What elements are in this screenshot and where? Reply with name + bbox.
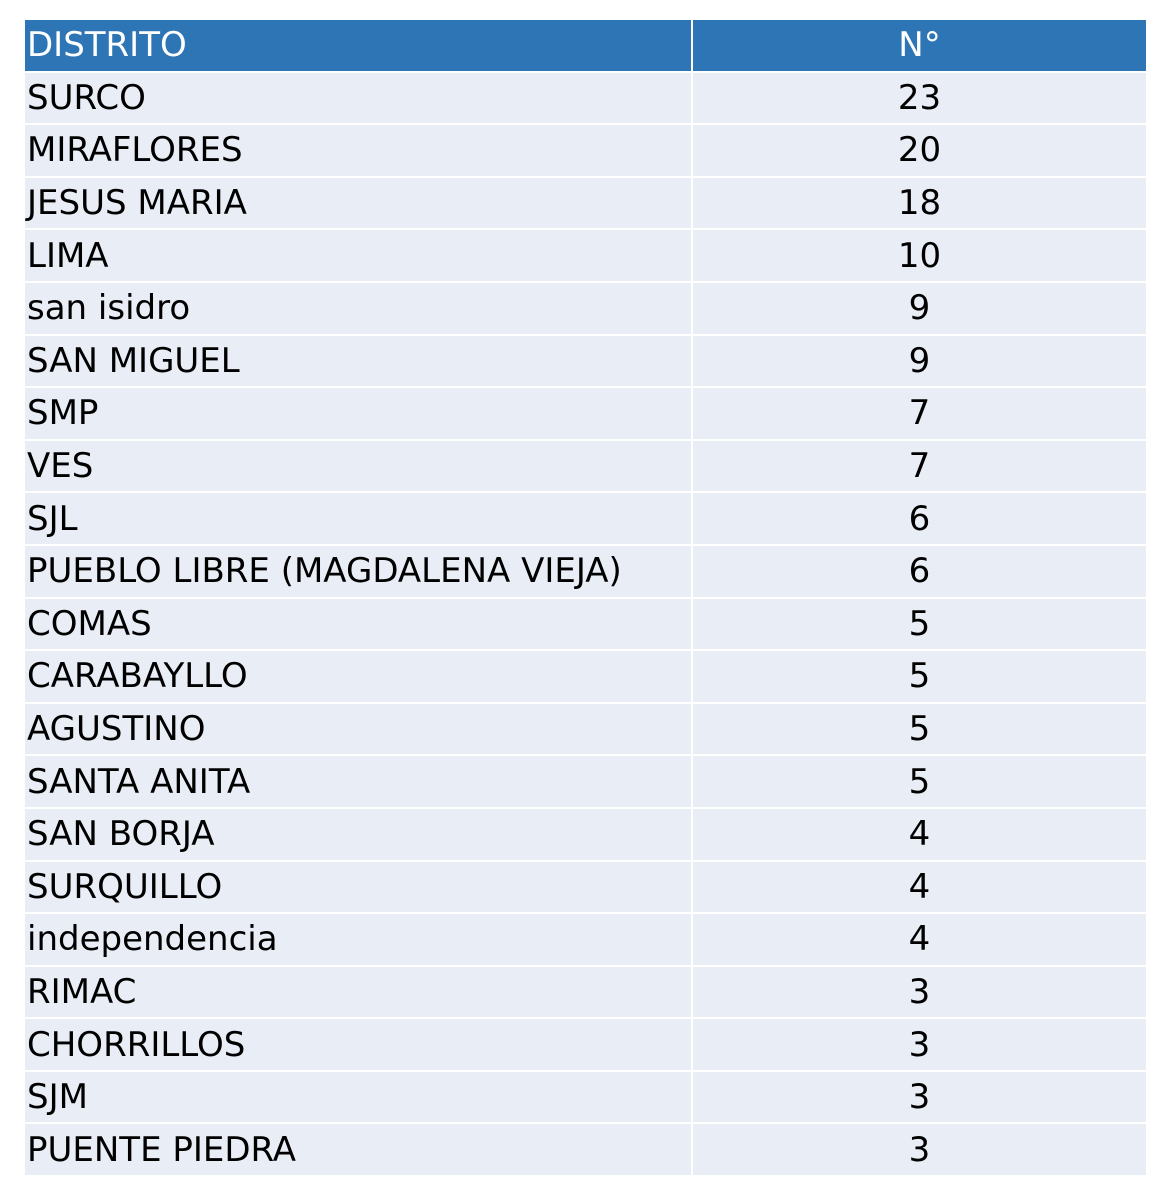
district-count-cell: 5 xyxy=(692,597,1148,652)
districts-table: DISTRITO N° SURCO 23 MIRAFLORES 20 JESUS MAR… xyxy=(25,20,1148,1178)
district-name-cell: VES xyxy=(25,439,693,494)
district-name-cell: CARABAYLLO xyxy=(25,650,693,704)
district-count-cell: 4 xyxy=(692,913,1148,967)
table-row: san isidro 9 xyxy=(25,281,1148,336)
district-name-cell: SAN BORJA xyxy=(25,807,693,862)
header-count: N° xyxy=(692,20,1148,73)
district-count-cell: 5 xyxy=(692,702,1148,757)
district-count-cell: 5 xyxy=(692,755,1148,809)
district-name-cell: PUENTE PIEDRA xyxy=(25,1123,693,1178)
district-name-cell: MIRAFLORES xyxy=(25,124,693,178)
district-count-cell: 20 xyxy=(692,124,1148,178)
district-name-cell: JESUS MARIA xyxy=(25,176,693,231)
district-name-cell: san isidro xyxy=(25,281,693,336)
header-row: DISTRITO N° xyxy=(25,20,1148,73)
table-row: independencia 4 xyxy=(25,913,1148,967)
table-row: AGUSTINO 5 xyxy=(25,702,1148,757)
district-name-cell: CHORRILLOS xyxy=(25,1018,693,1072)
district-name-cell: RIMAC xyxy=(25,965,693,1020)
table-row: MIRAFLORES 20 xyxy=(25,124,1148,178)
table-body: SURCO 23 MIRAFLORES 20 JESUS MARIA 18 LIMA 10 sa… xyxy=(25,71,1148,1178)
table-row: CHORRILLOS 3 xyxy=(25,1018,1148,1072)
district-name-cell: PUEBLO LIBRE (MAGDALENA VIEJA) xyxy=(25,544,693,599)
district-count-cell: 10 xyxy=(692,229,1148,283)
table-row: SURQUILLO 4 xyxy=(25,860,1148,915)
table-row: SAN MIGUEL 9 xyxy=(25,334,1148,389)
district-name-cell: COMAS xyxy=(25,597,693,652)
district-name-cell: SMP xyxy=(25,387,693,441)
district-name-cell: SJL xyxy=(25,492,693,546)
table-row: SURCO 23 xyxy=(25,71,1148,126)
table-row: PUEBLO LIBRE (MAGDALENA VIEJA) 6 xyxy=(25,544,1148,599)
table-row: SJL 6 xyxy=(25,492,1148,546)
table-row: SJM 3 xyxy=(25,1070,1148,1125)
district-name-cell: SANTA ANITA xyxy=(25,755,693,809)
district-count-cell: 7 xyxy=(692,439,1148,494)
district-count-cell: 6 xyxy=(692,544,1148,599)
header-distrito: DISTRITO xyxy=(25,20,693,73)
table-row: PUENTE PIEDRA 3 xyxy=(25,1123,1148,1178)
district-count-cell: 3 xyxy=(692,965,1148,1020)
district-name-cell: SJM xyxy=(25,1070,693,1125)
table-row: RIMAC 3 xyxy=(25,965,1148,1020)
district-name-cell: SAN MIGUEL xyxy=(25,334,693,389)
table-row: LIMA 10 xyxy=(25,229,1148,283)
district-count-cell: 3 xyxy=(692,1123,1148,1178)
district-count-cell: 4 xyxy=(692,807,1148,862)
district-name-cell: AGUSTINO xyxy=(25,702,693,757)
district-name-cell: LIMA xyxy=(25,229,693,283)
district-name-cell: independencia xyxy=(25,913,693,967)
table-row: SMP 7 xyxy=(25,387,1148,441)
district-count-cell: 3 xyxy=(692,1070,1148,1125)
table-row: COMAS 5 xyxy=(25,597,1148,652)
district-count-cell: 6 xyxy=(692,492,1148,546)
district-count-cell: 4 xyxy=(692,860,1148,915)
district-count-cell: 5 xyxy=(692,650,1148,704)
table-row: CARABAYLLO 5 xyxy=(25,650,1148,704)
table-row: SAN BORJA 4 xyxy=(25,807,1148,862)
district-name-cell: SURQUILLO xyxy=(25,860,693,915)
district-count-cell: 7 xyxy=(692,387,1148,441)
district-count-cell: 9 xyxy=(692,334,1148,389)
table-row: VES 7 xyxy=(25,439,1148,494)
table-row: JESUS MARIA 18 xyxy=(25,176,1148,231)
table-row: SANTA ANITA 5 xyxy=(25,755,1148,809)
district-name-cell: SURCO xyxy=(25,71,693,126)
district-count-cell: 9 xyxy=(692,281,1148,336)
district-count-cell: 18 xyxy=(692,176,1148,231)
table-container: DISTRITO N° SURCO 23 MIRAFLORES 20 JESUS MAR… xyxy=(25,20,1148,1178)
district-count-cell: 3 xyxy=(692,1018,1148,1072)
district-count-cell: 23 xyxy=(692,71,1148,126)
